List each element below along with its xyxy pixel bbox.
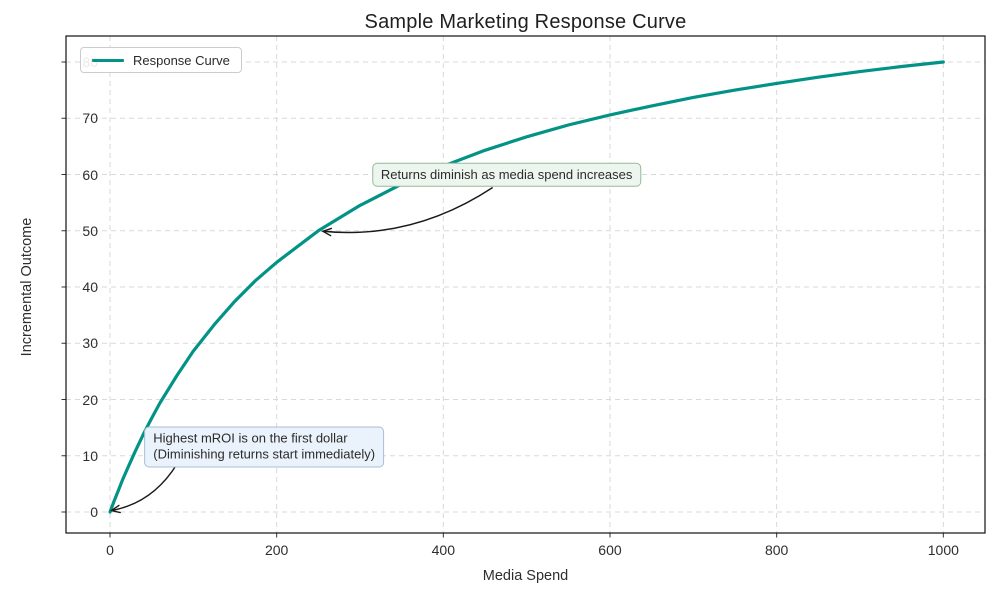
x-tick-label: 800 — [764, 542, 789, 558]
y-tick-label: 40 — [82, 279, 98, 295]
x-tick-label: 400 — [431, 542, 455, 558]
y-tick-label: 70 — [82, 110, 98, 127]
legend-line-swatch — [92, 58, 124, 62]
annotation-arrow — [111, 463, 178, 512]
y-tick-label: 0 — [90, 504, 98, 520]
y-tick-label: 60 — [82, 166, 98, 183]
x-tick-label: 0 — [106, 542, 114, 558]
x-tick-label: 1000 — [927, 542, 959, 558]
annotation-arrow — [322, 186, 494, 234]
y-tick-label: 50 — [82, 222, 98, 239]
chart-title: Sample Marketing Response Curve — [364, 11, 687, 33]
x-axis-label: Media Spend — [482, 568, 569, 584]
legend-item-label: Response Curve — [133, 52, 230, 68]
y-tick-label: 30 — [82, 335, 98, 352]
annotation-arrowhead — [321, 227, 333, 237]
y-axis-label: Incremental Outcome — [19, 217, 35, 357]
x-tick-label: 200 — [264, 542, 289, 558]
x-tick-label: 600 — [598, 542, 622, 558]
annotation-highest-mroi: Highest mROI is on the first dollar (Dim… — [144, 426, 385, 468]
y-tick-label: 20 — [82, 391, 98, 408]
annotation-diminishing-returns: Returns diminish as media spend increase… — [371, 162, 642, 187]
legend: Response Curve — [80, 47, 242, 73]
response-curve-line — [108, 60, 945, 514]
axes-spines — [65, 35, 986, 534]
annotation-arrowhead — [109, 504, 121, 514]
y-tick-label: 10 — [82, 447, 98, 464]
